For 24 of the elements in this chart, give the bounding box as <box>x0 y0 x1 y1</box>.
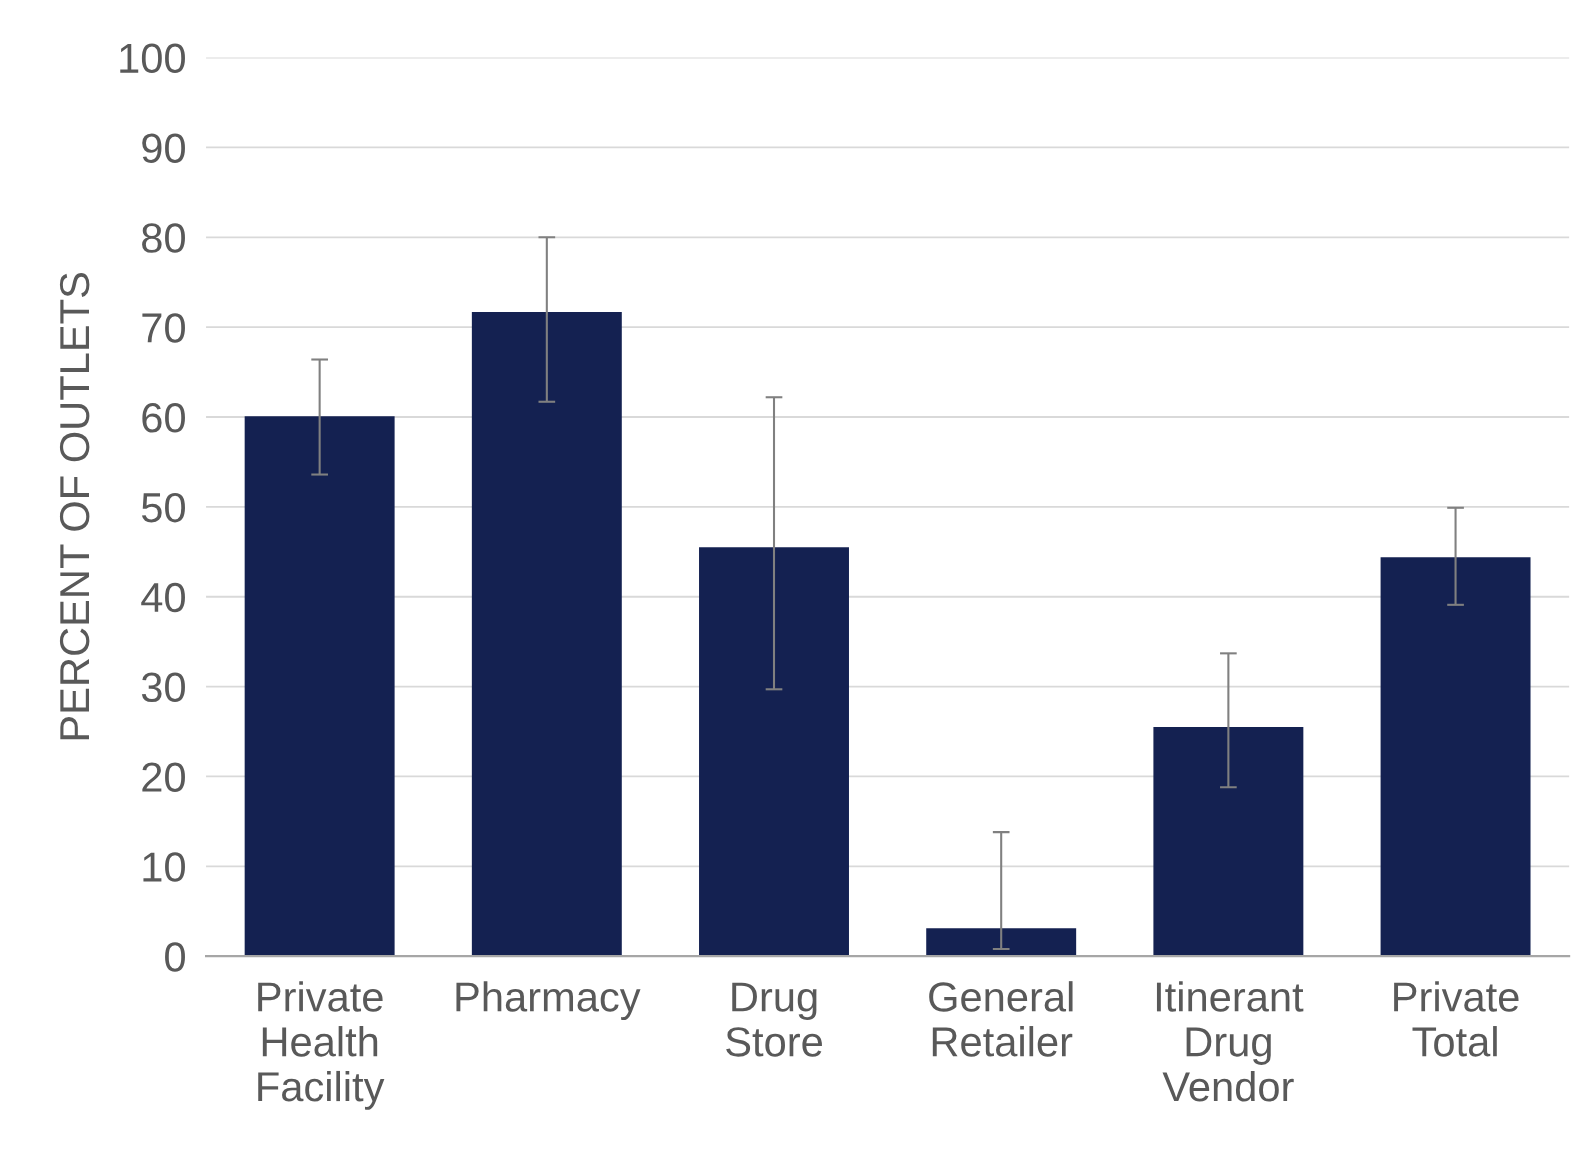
y-axis-title: PERCENT OF OUTLETS <box>59 273 90 740</box>
x-tick-label: General Retailer <box>929 981 1073 1057</box>
x-tick-label: Itinerant Drug Vendor <box>1156 981 1304 1102</box>
y-tick-label: 30 <box>141 672 185 703</box>
bar <box>1153 727 1304 957</box>
y-tick-label: 100 <box>120 43 185 74</box>
y-tick-label: 80 <box>142 223 185 253</box>
y-tick-label: 20 <box>142 762 185 792</box>
y-tick-label: 10 <box>143 852 185 882</box>
y-tick-label: 50 <box>141 492 185 523</box>
bar <box>1380 557 1531 957</box>
x-tick-label: Private Total <box>1394 981 1519 1057</box>
x-tick-label: Drug Store <box>726 982 822 1057</box>
y-tick-label: 0 <box>165 942 185 972</box>
x-tick-label: Private Health Facility <box>258 981 385 1110</box>
y-tick-label: 90 <box>142 133 185 163</box>
y-tick-label: 70 <box>142 313 185 343</box>
bar <box>926 928 1077 957</box>
x-tick-label: Pharmacy <box>456 981 641 1020</box>
bar <box>699 547 849 957</box>
y-tick-label: 60 <box>142 403 185 433</box>
bar <box>244 416 395 957</box>
y-tick-label: 40 <box>141 582 185 613</box>
bar <box>471 311 622 957</box>
